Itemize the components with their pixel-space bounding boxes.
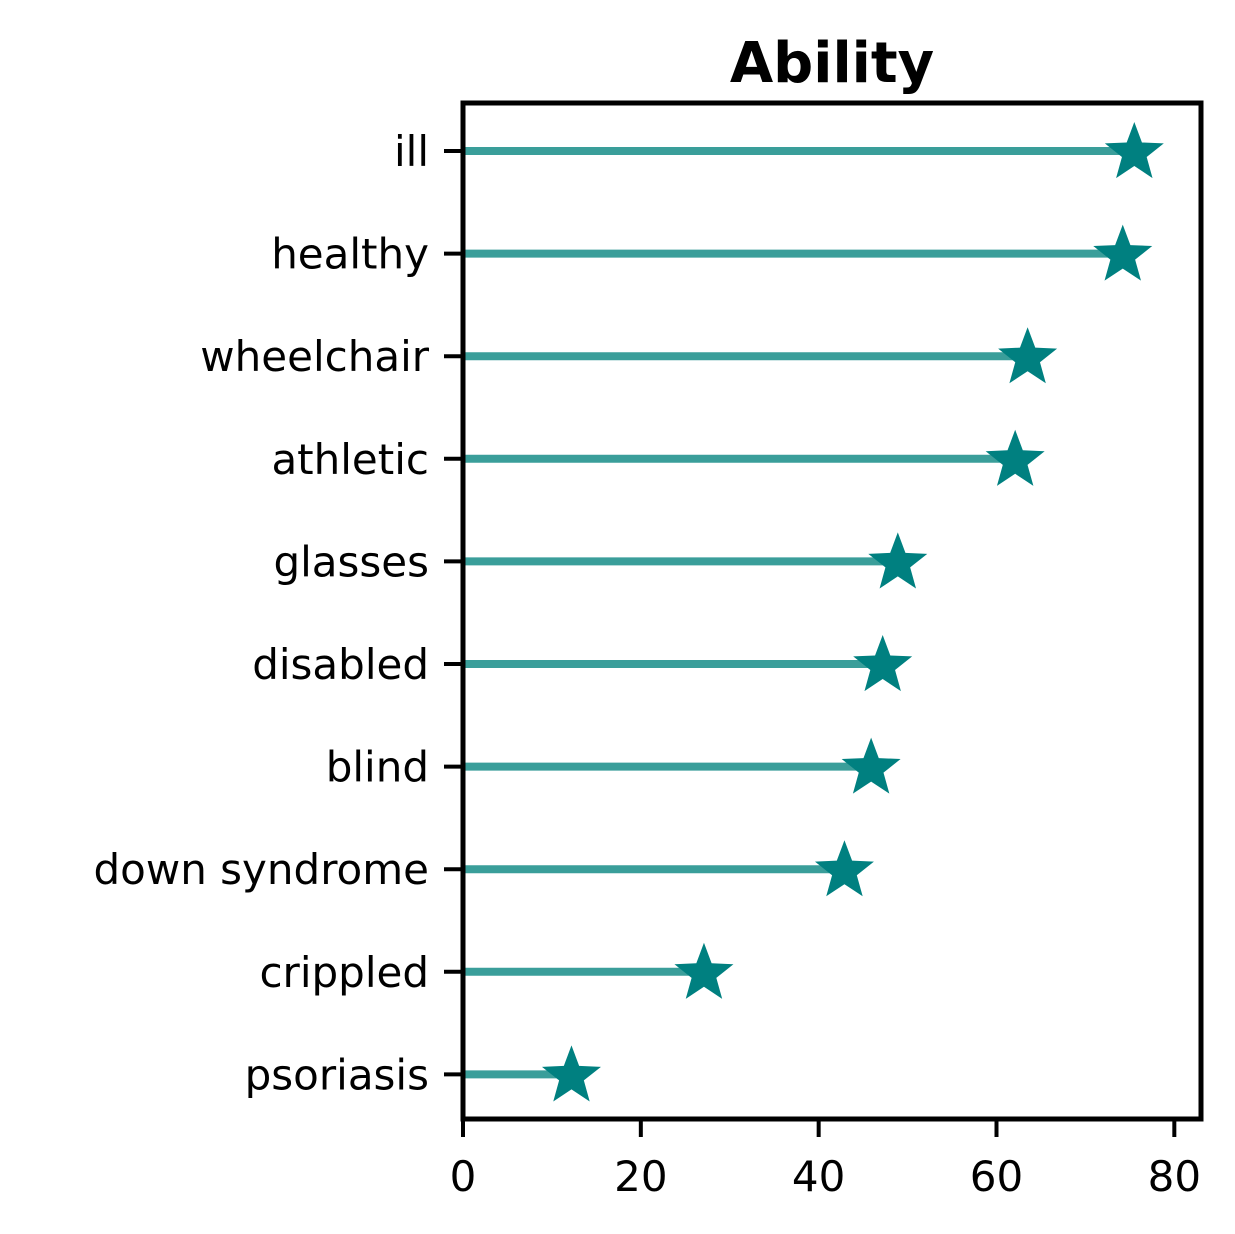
y-tick-label: psoriasis [245,1050,429,1099]
star-marker [853,635,913,692]
star-marker [1104,122,1164,179]
chart-title: Ability [730,31,934,96]
y-tick-label: wheelchair [200,332,429,381]
x-tick-label: 20 [614,1152,667,1201]
star-marker [1093,224,1153,281]
star-marker [541,1045,601,1102]
x-tick-label: 40 [792,1152,845,1201]
plot-area [463,122,1164,1102]
star-marker [868,532,928,589]
x-tick-label: 80 [1148,1152,1201,1201]
star-marker [998,327,1058,384]
plot-frame [460,100,1204,1122]
y-tick-label: blind [326,743,429,792]
star-marker [841,737,901,794]
axes: ill healthy wheelchair athletic glasses disab… [94,127,1202,1201]
x-tick-label: 0 [450,1152,477,1201]
y-tick-label: disabled [252,640,429,689]
star-marker [985,429,1045,486]
star-marker [814,840,874,897]
x-tick-label: 60 [970,1152,1023,1201]
star-marker [674,942,734,999]
y-tick-label: ill [394,127,429,176]
y-tick-label: healthy [271,230,429,279]
y-tick-label: athletic [271,435,429,484]
y-tick-label: down syndrome [94,845,430,894]
y-tick-label: glasses [273,537,429,586]
y-tick-label: crippled [259,948,429,997]
